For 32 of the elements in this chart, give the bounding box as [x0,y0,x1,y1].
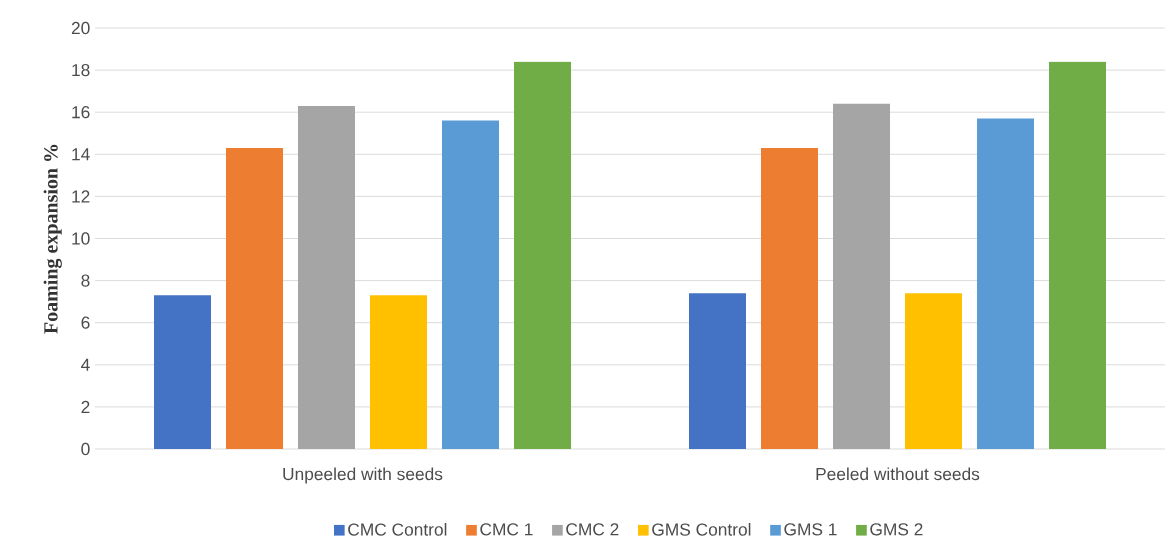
bar [514,61,572,449]
legend-label: GMS 1 [784,523,837,536]
legend-label: CMC 1 [480,523,533,536]
x-tick-label: Peeled without seeds [816,467,980,481]
legend-label: GMS 2 [870,523,923,536]
bar [1049,61,1107,449]
y-tick-label: 6 [81,316,90,329]
bar [298,105,356,449]
bar [442,120,500,449]
x-tick-label: Unpeeled with seeds [283,467,443,484]
y-tick-label: 16 [72,106,90,119]
bar [761,147,819,449]
legend-label: GMS Control [652,522,751,536]
y-tick-label: 20 [71,21,90,35]
bar [370,295,428,449]
legend-label: CMC 2 [566,523,619,536]
bar [154,295,212,449]
bar [226,147,284,449]
y-tick-label: 2 [81,400,90,413]
legend-label: CMC Control [348,522,447,536]
bar [833,103,891,449]
y-tick-label: 12 [72,190,90,203]
y-tick-label: 10 [72,232,90,245]
y-tick-label: 14 [72,148,90,161]
bar [905,293,963,449]
y-tick-label: 0 [81,442,90,456]
y-tick-label: 18 [72,63,90,77]
bar [689,293,747,449]
bar [977,118,1035,449]
y-tick-label: 8 [81,274,90,287]
y-tick-label: 4 [81,358,90,371]
y-axis-title: Foaming expansion % [43,144,62,334]
